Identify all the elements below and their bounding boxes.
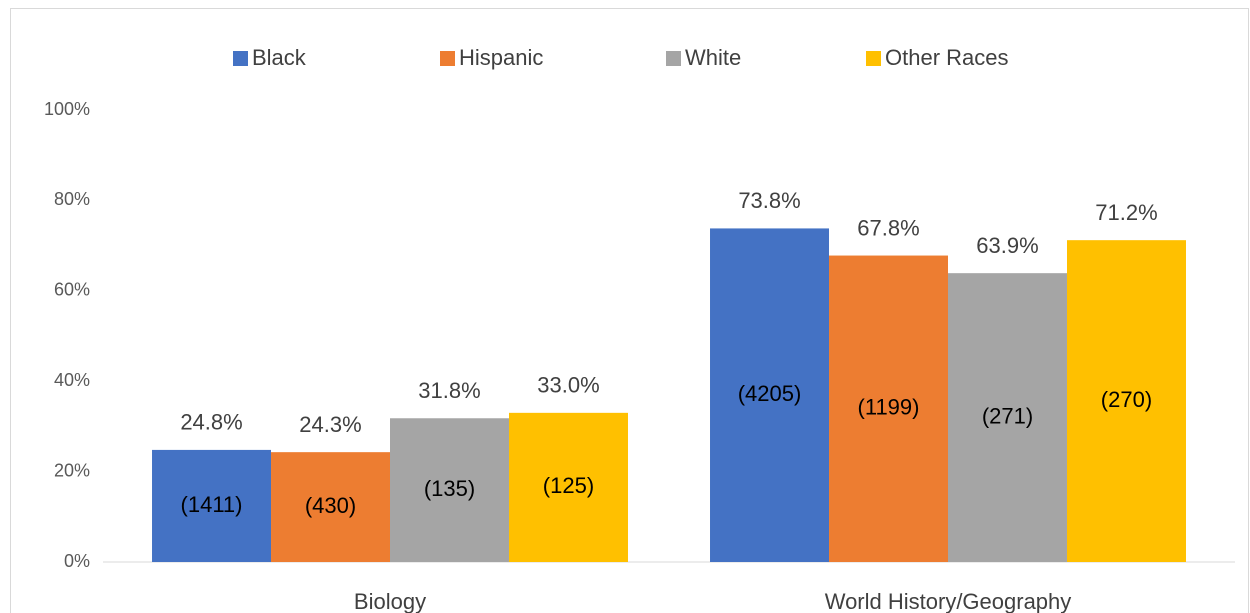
- x-tick-label: World History/Geography: [825, 589, 1072, 613]
- count-label: (430): [305, 493, 356, 518]
- y-tick-label: 40%: [54, 370, 90, 390]
- count-label: (271): [982, 403, 1033, 428]
- value-label: 63.9%: [976, 233, 1038, 258]
- x-tick-label: Biology: [354, 589, 426, 613]
- bar: [710, 228, 830, 562]
- count-label: (4205): [738, 381, 802, 406]
- y-tick-label: 20%: [54, 460, 90, 480]
- legend-label: White: [685, 45, 741, 70]
- y-tick-label: 80%: [54, 189, 90, 209]
- count-label: (125): [543, 473, 594, 498]
- bar: [508, 412, 628, 562]
- count-label: (1411): [181, 492, 243, 517]
- value-label: 73.8%: [738, 188, 800, 213]
- value-label: 24.8%: [180, 410, 242, 435]
- count-label: (1199): [858, 395, 920, 420]
- bar: [829, 255, 948, 562]
- bar: [390, 418, 509, 562]
- value-label: 33.0%: [537, 373, 599, 398]
- y-tick-label: 0%: [64, 551, 90, 571]
- legend-swatch: [233, 51, 248, 66]
- y-tick-label: 100%: [44, 99, 90, 119]
- bar: [271, 452, 390, 562]
- legend-label: Hispanic: [459, 45, 543, 70]
- legend-label: Black: [252, 45, 307, 70]
- legend-swatch: [866, 51, 881, 66]
- value-label: 71.2%: [1095, 200, 1157, 225]
- value-label: 67.8%: [857, 215, 919, 240]
- bar: [152, 449, 272, 562]
- chart-border: [10, 8, 1249, 613]
- count-label: (135): [424, 476, 475, 501]
- count-label: (270): [1101, 387, 1152, 412]
- bar: [1066, 240, 1186, 562]
- y-tick-label: 60%: [54, 280, 90, 300]
- legend-swatch: [666, 51, 681, 66]
- legend-label: Other Races: [885, 45, 1009, 70]
- value-label: 31.8%: [418, 378, 480, 403]
- bar: [948, 273, 1067, 562]
- value-label: 24.3%: [299, 412, 361, 437]
- legend-swatch: [440, 51, 455, 66]
